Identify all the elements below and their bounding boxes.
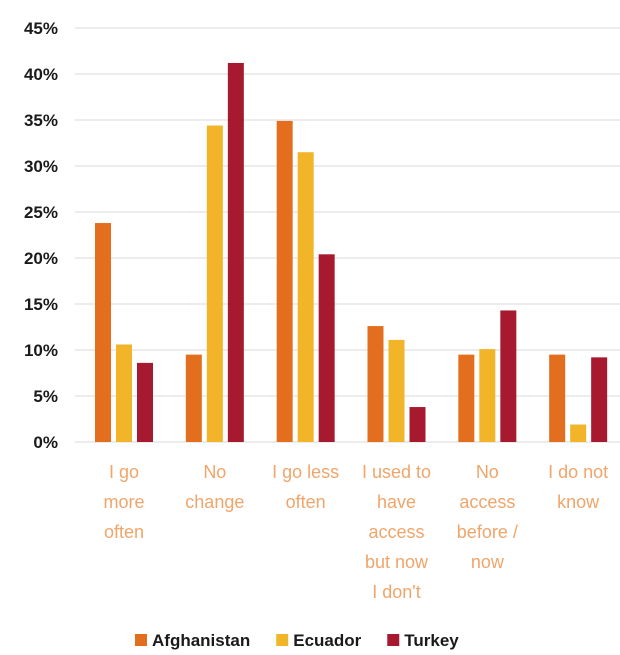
bar-ecuador-0 xyxy=(116,344,132,442)
bar-turkey-0 xyxy=(137,362,153,442)
legend-swatch-afghanistan xyxy=(135,634,147,646)
bar-turkey-4 xyxy=(500,310,517,442)
bar-turkey-3 xyxy=(409,407,426,442)
bar-afghanistan-5 xyxy=(549,354,566,442)
bar-ecuador-5 xyxy=(570,424,587,442)
bar-turkey-1 xyxy=(227,62,244,443)
legend-swatch-turkey xyxy=(387,634,400,646)
legend: Afghanistan Ecuador Turkey xyxy=(135,631,459,650)
x-category-label: I go more often xyxy=(103,462,144,542)
x-category-label: No change xyxy=(185,462,244,512)
y-tick-label: 0% xyxy=(33,433,58,452)
y-tick-label: 40% xyxy=(24,65,58,84)
bar-afghanistan-0 xyxy=(95,223,111,442)
y-axis-tick-labels: 0% 5% 10% 15% 20% 25% 30% 35% 40% 45% xyxy=(24,19,58,452)
y-tick-label: 20% xyxy=(24,249,58,268)
legend-label-afghanistan: Afghanistan xyxy=(152,631,250,650)
bar-afghanistan-3 xyxy=(367,326,384,442)
x-category-label: I used to have access but now I don't xyxy=(362,462,431,602)
y-tick-label: 10% xyxy=(24,341,58,360)
y-tick-label: 25% xyxy=(24,203,58,222)
legend-label-ecuador: Ecuador xyxy=(293,631,361,650)
bar-turkey-5 xyxy=(591,357,608,442)
bar-ecuador-4 xyxy=(479,349,496,442)
y-tick-label: 45% xyxy=(24,19,58,38)
bar-ecuador-2 xyxy=(297,152,314,442)
x-category-label: No access before / now xyxy=(457,462,518,572)
bar-ecuador-1 xyxy=(206,125,223,443)
y-tick-label: 30% xyxy=(24,157,58,176)
bars xyxy=(95,62,608,443)
bar-afghanistan-2 xyxy=(276,120,293,443)
y-tick-label: 35% xyxy=(24,111,58,130)
x-category-label: I do not know xyxy=(548,462,608,512)
bar-ecuador-3 xyxy=(388,339,405,442)
y-tick-label: 5% xyxy=(33,387,58,406)
y-tick-label: 15% xyxy=(24,295,58,314)
bar-afghanistan-1 xyxy=(185,354,202,442)
x-axis-category-labels: I go more often No change I go less often I use… xyxy=(103,462,608,602)
gridlines xyxy=(75,27,620,443)
bar-turkey-2 xyxy=(318,254,335,442)
bar-afghanistan-4 xyxy=(458,354,475,442)
legend-label-turkey: Turkey xyxy=(404,631,459,650)
x-category-label: I go less often xyxy=(272,462,339,512)
legend-swatch-ecuador xyxy=(276,634,289,646)
